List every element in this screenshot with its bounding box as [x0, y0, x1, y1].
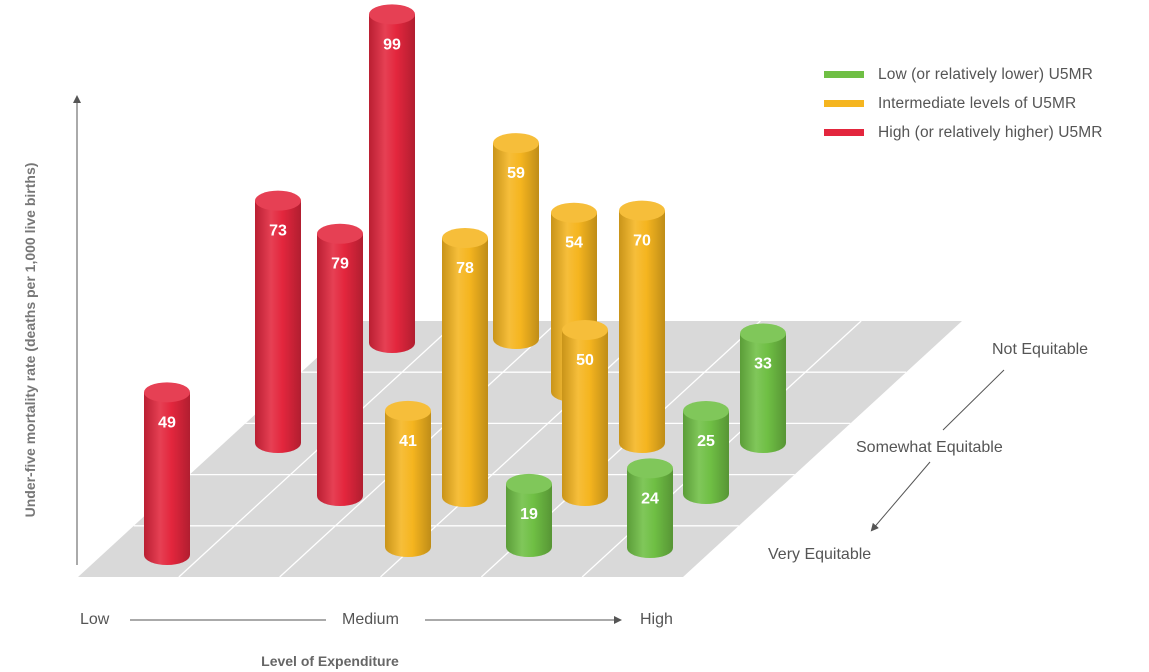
bar-value-label: 24: [641, 490, 659, 507]
y-axis-title: Under-five mortality rate (deaths per 1,…: [22, 162, 38, 518]
bar-body: [255, 200, 301, 453]
bars-layer: 99 73 59 79 78 70 54 33 50 41 25 49 24 19: [144, 4, 786, 565]
bar-value-label: 49: [158, 414, 176, 431]
bar-value-label: 78: [456, 260, 474, 277]
bar-value-label: 33: [754, 355, 772, 372]
equity-axis-upper: [942, 369, 1005, 431]
x-label-low: Low: [80, 611, 110, 628]
legend-item-low: Low (or relatively lower) U5MR: [824, 60, 1103, 89]
bar-top: [493, 133, 539, 154]
legend-swatch-high: [824, 129, 864, 136]
x-axis-title: Level of Expenditure: [261, 653, 399, 669]
bar-body: [506, 483, 552, 557]
bar-body: [385, 410, 431, 557]
bar-25: 25: [683, 401, 729, 504]
bar-top: [619, 200, 665, 221]
z-label-somewhat-equitable: Somewhat Equitable: [856, 439, 1003, 456]
bar-value-label: 19: [520, 506, 538, 523]
bar-value-label: 99: [383, 36, 401, 53]
bar-33: 33: [740, 323, 786, 453]
bar-59: 59: [493, 133, 539, 349]
bar-body: [627, 468, 673, 558]
bar-41: 41: [385, 400, 431, 557]
bar-49: 49: [144, 382, 190, 565]
bar-73: 73: [255, 190, 301, 453]
bar-top: [683, 401, 729, 421]
equity-axis-lower: [870, 461, 931, 532]
bar-79: 79: [317, 223, 363, 506]
legend-item-intermediate: Intermediate levels of U5MR: [824, 89, 1103, 118]
bar-body: [562, 330, 608, 506]
x-label-high: High: [640, 611, 673, 628]
bar-top: [740, 323, 786, 344]
bar-body: [369, 14, 415, 353]
bar-body: [619, 210, 665, 453]
z-label-very-equitable: Very Equitable: [768, 546, 872, 563]
axes-layer: [73, 95, 1005, 624]
bar-value-label: 25: [697, 433, 715, 450]
bar-value-label: 73: [269, 223, 287, 240]
bar-50: 50: [562, 320, 608, 506]
bar-value-label: 59: [507, 165, 525, 182]
legend-label-high: High (or relatively higher) U5MR: [878, 123, 1103, 141]
bar-body: [493, 143, 539, 349]
bar-value-label: 54: [565, 235, 583, 252]
bar-99: 99: [369, 4, 415, 353]
bar-top: [442, 228, 488, 249]
legend-label-intermediate: Intermediate levels of U5MR: [878, 94, 1077, 112]
z-label-not-equitable: Not Equitable: [992, 341, 1089, 358]
bar-top: [255, 190, 301, 211]
bar-70: 70: [619, 200, 665, 453]
bar-top: [562, 320, 608, 340]
bar-19: 19: [506, 473, 552, 557]
bar-top: [627, 458, 673, 479]
bar-top: [551, 202, 597, 223]
bar-78: 78: [442, 228, 488, 508]
bar-24: 24: [627, 458, 673, 558]
legend-item-high: High (or relatively higher) U5MR: [824, 118, 1103, 147]
bar-value-label: 41: [399, 433, 417, 450]
legend-swatch-intermediate: [824, 100, 864, 107]
bar-body: [683, 411, 729, 504]
legend-swatch-low: [824, 71, 864, 78]
bar-body: [442, 238, 488, 508]
bar-body: [740, 333, 786, 453]
bar-value-label: 79: [331, 256, 349, 273]
bar-value-label: 70: [633, 233, 651, 250]
legend: Low (or relatively lower) U5MR Intermedi…: [824, 60, 1103, 147]
bar-top: [385, 400, 431, 421]
bar-body: [317, 233, 363, 506]
bar-top: [317, 223, 363, 244]
bar-top: [144, 382, 190, 403]
x-label-medium: Medium: [342, 611, 399, 628]
bar-top: [506, 473, 552, 494]
bar-value-label: 50: [576, 352, 594, 369]
bar-body: [144, 392, 190, 565]
legend-label-low: Low (or relatively lower) U5MR: [878, 65, 1093, 83]
bar-top: [369, 4, 415, 25]
